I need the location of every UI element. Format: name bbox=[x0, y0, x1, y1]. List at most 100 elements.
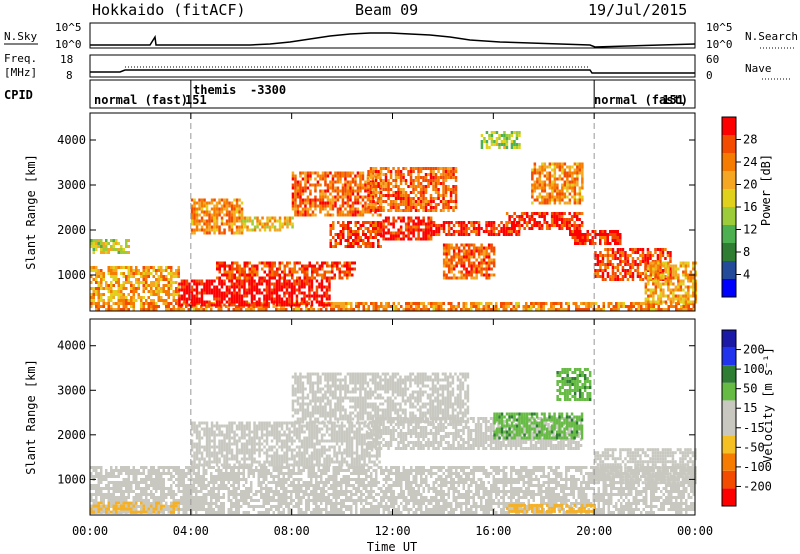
nsky-trace bbox=[90, 32, 696, 48]
power-colorbar-seg-2 bbox=[722, 243, 736, 261]
velocity-x-ticks bbox=[89, 319, 696, 515]
power-band-10 bbox=[379, 216, 433, 241]
velocity-y-axis: 1000 2000 3000 4000 bbox=[57, 339, 695, 486]
xtick-label-3: 12:00 bbox=[374, 524, 410, 538]
power-colorbar-tick-4: 12 bbox=[743, 223, 757, 237]
freq-left-tick-bottom: 8 bbox=[66, 69, 73, 82]
velocity-ytick-1: 2000 bbox=[57, 428, 86, 442]
velocity-colorbar-tick-4: -15 bbox=[743, 421, 765, 435]
velocity-band-5 bbox=[556, 368, 592, 401]
date-title: 19/Jul/2015 bbox=[588, 1, 687, 19]
velocity-panel: 1000 2000 3000 4000 Slant Range [km] 200 100… bbox=[24, 318, 775, 516]
nave-label: Nave bbox=[745, 62, 772, 75]
velocity-colorbar-tick-1: 100 bbox=[743, 362, 765, 376]
freq-label-bottom: [MHz] bbox=[4, 66, 37, 79]
velocity-colorbar-tick-7: -200 bbox=[743, 479, 772, 493]
power-colorbar-tick-0: 28 bbox=[743, 133, 757, 147]
xtick-label-0: 00:00 bbox=[72, 524, 108, 538]
velocity-colorbar-tick-3: 15 bbox=[743, 401, 757, 415]
power-colorbar-tick-2: 20 bbox=[743, 178, 757, 192]
xtick-label-5: 20:00 bbox=[576, 524, 612, 538]
power-band-17 bbox=[644, 261, 698, 304]
velocity-ytick-2: 3000 bbox=[57, 383, 86, 397]
power-band-15 bbox=[569, 230, 622, 245]
velocity-colorbar-seg-9 bbox=[722, 330, 736, 348]
velocity-colorbar-seg-3 bbox=[722, 435, 736, 454]
xtick-label-6: 00:00 bbox=[677, 524, 713, 538]
power-ytick-2: 3000 bbox=[57, 178, 86, 192]
xtick-label-4: 16:00 bbox=[475, 524, 511, 538]
power-band-12 bbox=[442, 243, 496, 280]
velocity-colorbar-label: Velocity [m s⁻¹] bbox=[761, 347, 775, 463]
power-ytick-1: 2000 bbox=[57, 223, 86, 237]
power-colorbar-seg-4 bbox=[722, 207, 736, 225]
power-band-11 bbox=[430, 221, 521, 236]
cpid-seg-0-text: normal (fast) bbox=[94, 93, 188, 107]
x-axis-label: Time UT bbox=[367, 540, 418, 554]
nsky-left-tick-top: 10^5 bbox=[55, 21, 82, 34]
power-band-3 bbox=[178, 279, 331, 307]
power-ytick-0: 1000 bbox=[57, 268, 86, 282]
power-band-1 bbox=[90, 266, 180, 302]
power-band-2 bbox=[90, 239, 130, 254]
power-band-14 bbox=[531, 162, 584, 205]
power-colorbar-tick-3: 16 bbox=[743, 200, 757, 214]
velocity-colorbar-seg-0 bbox=[722, 488, 736, 506]
frequency-panel: Freq. [MHz] 18 8 60 0 Nave bbox=[4, 52, 792, 82]
velocity-colorbar-seg-7 bbox=[722, 365, 736, 383]
cpid-label: CPID bbox=[4, 88, 33, 102]
nsky-panel: N.Sky 10^5 10^0 10^5 10^0 N.Search bbox=[4, 21, 798, 51]
power-colorbar-tick-1: 24 bbox=[743, 155, 757, 169]
velocity-data-layer bbox=[90, 368, 697, 514]
power-colorbar-seg-0 bbox=[722, 279, 736, 297]
xtick-label-1: 04:00 bbox=[173, 524, 209, 538]
velocity-band-4 bbox=[493, 412, 584, 440]
power-panel: 1000 2000 3000 4000 Slant Range [km] 28 24 20… bbox=[24, 112, 773, 312]
freq-right-tick-top: 60 bbox=[706, 53, 719, 66]
velocity-colorbar: 200 100 50 15 -15 -50 -100 -200 bbox=[721, 329, 772, 507]
nsearch-label: N.Search bbox=[745, 30, 798, 43]
xtick-label-2: 08:00 bbox=[274, 524, 310, 538]
cpid-panel: CPID normal (fast) 151 themis -3300 norm… bbox=[4, 79, 696, 109]
beam-title: Beam 09 bbox=[355, 1, 418, 19]
freq-right-tick-bottom: 0 bbox=[706, 69, 713, 82]
cpid-seg-2-id: 151 bbox=[662, 93, 684, 107]
power-colorbar-seg-1 bbox=[722, 261, 736, 279]
power-x-ticks bbox=[89, 113, 696, 311]
velocity-band-0 bbox=[90, 466, 695, 514]
cpid-seg-2-text: normal (fast) bbox=[594, 93, 688, 107]
power-colorbar-seg-5 bbox=[722, 189, 736, 207]
power-colorbar-label: Power [dB] bbox=[759, 154, 773, 226]
velocity-band-8 bbox=[90, 501, 180, 514]
cpid-seg-0-id: 151 bbox=[185, 93, 207, 107]
nsky-label: N.Sky bbox=[4, 30, 37, 43]
freq-left-tick-top: 18 bbox=[60, 53, 73, 66]
power-band-8 bbox=[329, 221, 382, 248]
power-band-18 bbox=[480, 131, 521, 149]
power-colorbar-tick-6: 4 bbox=[743, 268, 750, 282]
velocity-colorbar-tick-5: -50 bbox=[743, 440, 765, 454]
velocity-colorbar-seg-6 bbox=[722, 382, 736, 401]
power-colorbar-seg-9 bbox=[722, 117, 736, 135]
velocity-colorbar-seg-1 bbox=[722, 470, 736, 489]
station-title: Hokkaido (fitACF) bbox=[92, 1, 246, 19]
power-data-layer bbox=[90, 131, 698, 311]
velocity-colorbar-tick-0: 200 bbox=[743, 343, 765, 357]
power-band-4 bbox=[216, 261, 356, 280]
freq-trace bbox=[90, 69, 695, 74]
nsky-right-tick-bottom: 10^0 bbox=[706, 38, 733, 51]
velocity-ytick-3: 4000 bbox=[57, 339, 86, 353]
cpid-seg-1-text: themis bbox=[193, 83, 236, 97]
cpid-seg-1-id: -3300 bbox=[250, 83, 286, 97]
nsky-right-tick-top: 10^5 bbox=[706, 21, 733, 34]
power-colorbar-seg-3 bbox=[722, 225, 736, 243]
power-ytick-3: 4000 bbox=[57, 133, 86, 147]
velocity-ylabel: Slant Range [km] bbox=[24, 359, 38, 475]
power-colorbar: 28 24 20 16 12 8 4 bbox=[721, 116, 757, 298]
velocity-colorbar-tick-6: -100 bbox=[743, 460, 772, 474]
power-colorbar-seg-6 bbox=[722, 171, 736, 189]
power-y-axis: 1000 2000 3000 4000 bbox=[57, 133, 695, 282]
power-colorbar-tick-5: 8 bbox=[743, 245, 750, 259]
velocity-band-7 bbox=[594, 448, 697, 485]
